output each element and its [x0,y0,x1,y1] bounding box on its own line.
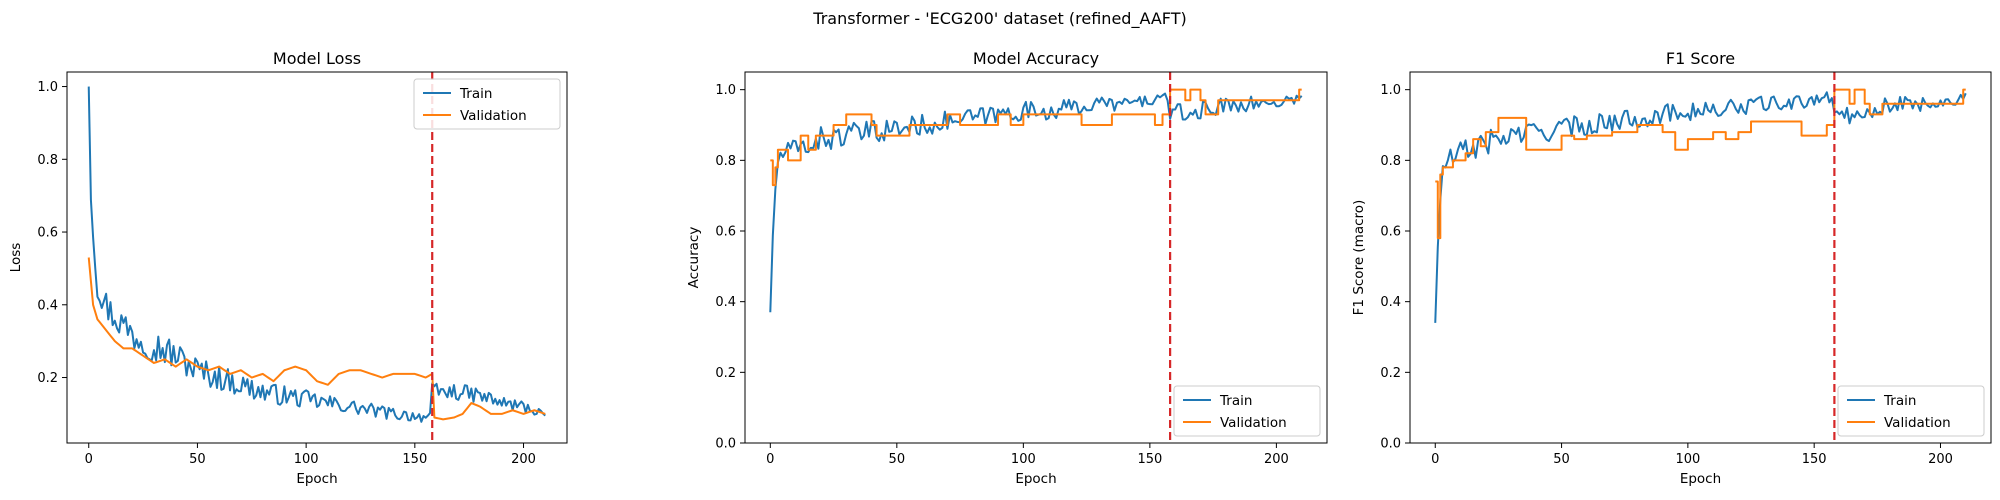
accuracy-train-line [769,92,1303,313]
f1-validation-line [1435,88,1966,240]
accuracy-legend-train-label: Train [1219,393,1252,409]
accuracy-chart-title: Model Accuracy [973,49,1099,68]
f1-y-tick-label: 0.2 [1380,366,1401,381]
accuracy-x-tick-label: 150 [1137,452,1162,467]
f1-y-tick-label: 1.0 [1380,83,1401,98]
loss-train-line [87,86,546,423]
loss-x-tick-label: 150 [402,452,427,467]
loss-x-tick-label: 50 [189,452,206,467]
loss-legend: Train Validation [413,78,561,130]
loss-chart-title: Model Loss [273,49,361,68]
accuracy-y-tick-label: 0.4 [715,295,736,310]
f1-y-tick-label: 0.4 [1380,295,1401,310]
f1-x-tick-label: 100 [1675,452,1700,467]
accuracy-y-tick-label: 0.6 [715,225,736,240]
loss-legend-validation-label: Validation [460,108,527,124]
loss-y-tick-label: 0.6 [37,226,58,241]
loss-x-tick-label: 0 [85,452,93,467]
f1-x-axis-label: Epoch [1680,471,1721,487]
accuracy-validation-line [770,88,1302,187]
f1-y-tick-label: 0.6 [1380,225,1401,240]
f1-y-tick-label: 0.8 [1380,154,1401,169]
accuracy-y-tick-label: 1.0 [715,83,736,98]
f1-legend-box [1837,385,1985,437]
loss-legend-box [413,78,561,130]
loss-y-tick-label: 1.0 [37,80,58,95]
loss-plot-frame [66,71,568,444]
f1-train-line [1434,91,1967,323]
f1-y-tick-label: 0.0 [1380,437,1401,452]
loss-legend-train-label: Train [459,86,492,102]
accuracy-y-tick-label: 0.2 [715,366,736,381]
accuracy-y-axis-label: Accuracy [686,227,702,289]
f1-x-tick-label: 150 [1802,452,1827,467]
f1-legend-validation-label: Validation [1884,415,1951,431]
f1-plot-frame [1409,71,1992,444]
accuracy-plot-frame [744,71,1328,444]
f1-legend: Train Validation [1837,385,1985,437]
loss-chart-panel: Model Loss 0 50 100 150 200 0.2 0.4 0.6 0.8 1.0 Epo… [8,49,568,487]
accuracy-legend-validation-label: Validation [1220,415,1287,431]
loss-validation-line [87,257,546,421]
loss-x-axis-label: Epoch [296,471,337,487]
accuracy-legend: Train Validation [1173,385,1321,437]
f1-legend-train-label: Train [1883,393,1916,409]
accuracy-y-tick-label: 0.8 [715,154,736,169]
figure-suptitle: Transformer - 'ECG200' dataset (refined_… [812,9,1186,29]
f1-y-axis-label: F1 Score (macro) [1351,200,1367,316]
accuracy-chart-panel: Model Accuracy 0 50 100 150 200 0.0 0.2 0.4 0.6 0.… [686,49,1328,487]
accuracy-x-tick-label: 200 [1264,452,1289,467]
accuracy-legend-box [1173,385,1321,437]
f1-x-tick-label: 200 [1928,452,1953,467]
accuracy-x-tick-label: 0 [766,452,774,467]
accuracy-x-tick-label: 100 [1011,452,1036,467]
f1-x-tick-label: 50 [1553,452,1570,467]
loss-y-axis-label: Loss [8,243,24,273]
f1-chart-title: F1 Score [1666,49,1735,68]
f1-chart-panel: F1 Score 0 50 100 150 200 0.0 0.2 0.4 0.6 0.8 1.0 Ep… [1351,49,1992,487]
loss-x-tick-label: 100 [294,452,319,467]
loss-y-tick-label: 0.2 [37,371,58,386]
accuracy-y-tick-label: 0.0 [715,437,736,452]
f1-x-tick-label: 0 [1431,452,1439,467]
loss-x-tick-label: 200 [511,452,536,467]
accuracy-x-axis-label: Epoch [1015,471,1056,487]
loss-y-tick-label: 0.4 [37,298,58,313]
accuracy-x-tick-label: 50 [889,452,906,467]
loss-y-tick-label: 0.8 [37,153,58,168]
